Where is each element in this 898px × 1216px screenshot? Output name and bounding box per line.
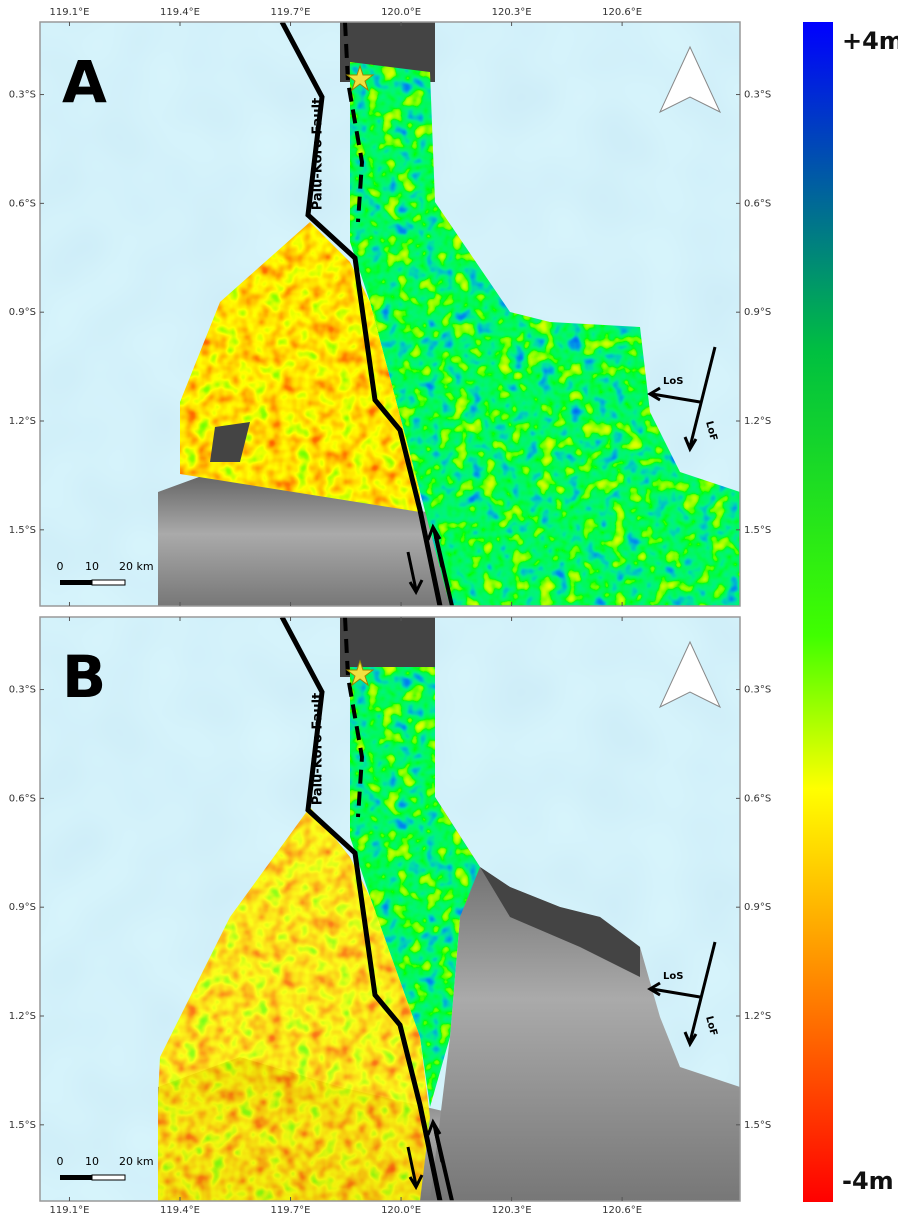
epicenter-star (345, 64, 375, 92)
y-tick-label: 0.3°S (9, 685, 36, 696)
x-tick-label: 120.6°E (602, 7, 642, 18)
scale-bar (60, 580, 92, 585)
fault-line (343, 22, 365, 223)
x-tick-label: 120.0°E (381, 1205, 421, 1216)
x-tick-label: 120.3°E (492, 7, 532, 18)
lof-arrow (683, 941, 717, 1048)
panel-frame (39, 616, 741, 1202)
north-arrow (658, 45, 722, 114)
y-tick-label: 1.5°S (744, 1120, 771, 1131)
los-arrow (647, 981, 701, 999)
scale-bar (91, 579, 126, 586)
y-tick-label: 0.6°S (9, 793, 36, 804)
y-tick-label: 0.9°S (744, 902, 771, 913)
y-tick-label: 1.5°S (9, 525, 36, 536)
y-tick-label: 1.2°S (744, 1011, 771, 1022)
motion-arrow (426, 1118, 444, 1163)
land (340, 617, 435, 677)
lof-label: LoF (703, 420, 719, 442)
motion-arrow (406, 551, 424, 596)
y-tick-label: 1.2°S (744, 416, 771, 427)
y-tick-label: 1.2°S (9, 416, 36, 427)
colorbar (803, 22, 833, 1202)
scale-label: 0 (57, 1155, 64, 1168)
land (480, 867, 640, 977)
scale-label: 0 (57, 560, 64, 573)
y-tick-label: 0.9°S (9, 307, 36, 318)
fault-label: Palu-Koro Fault (311, 98, 326, 211)
scale-label: 20 km (119, 560, 154, 573)
fault-label: Palu-Koro Fault (311, 693, 326, 806)
y-tick-label: 0.3°S (9, 90, 36, 101)
y-tick-label: 0.3°S (744, 90, 771, 101)
y-tick-label: 0.6°S (744, 793, 771, 804)
map: Palu-Koro Fault A LoS LoF 0 10 20 km (40, 22, 740, 606)
x-tick-label: 119.7°E (271, 7, 311, 18)
lof-arrow (683, 346, 717, 453)
map-panel: Palu-Koro Fault A LoS LoF 0 10 20 km 0.3°S 0.3°S… (9, 7, 771, 607)
y-tick-label: 1.2°S (9, 1011, 36, 1022)
fault-line (279, 22, 443, 606)
panel-label: B (62, 643, 106, 711)
panel-label: A (62, 48, 107, 116)
colorbar-max: +4m (842, 27, 898, 55)
scale-label: 10 (85, 560, 99, 573)
x-tick-label: 119.7°E (271, 1205, 311, 1216)
scale-bar (91, 1174, 126, 1181)
y-tick-label: 1.5°S (9, 1120, 36, 1131)
scale-label: 10 (85, 1155, 99, 1168)
x-tick-label: 119.4°E (160, 7, 200, 18)
fault-line (279, 617, 443, 1201)
panel-frame (39, 21, 741, 607)
y-tick-label: 1.5°S (744, 525, 771, 536)
land (158, 462, 460, 606)
land (210, 422, 250, 462)
y-tick-label: 0.3°S (744, 685, 771, 696)
map: Palu-Koro Fault B LoS LoF 0 10 20 km (40, 617, 740, 1201)
x-tick-label: 120.0°E (381, 7, 421, 18)
lof-label: LoF (703, 1015, 719, 1037)
y-tick-label: 0.6°S (744, 198, 771, 209)
los-arrow (647, 386, 701, 404)
los-label: LoS (663, 376, 683, 387)
colorbar-min: -4m (842, 1167, 894, 1195)
x-tick-label: 119.4°E (160, 1205, 200, 1216)
north-arrow (658, 640, 722, 709)
epicenter-star (345, 659, 375, 687)
motion-arrow (426, 523, 444, 568)
x-tick-label: 120.6°E (602, 1205, 642, 1216)
scale-label: 20 km (119, 1155, 154, 1168)
x-tick-label: 119.1°E (49, 7, 89, 18)
x-tick-label: 119.1°E (49, 1205, 89, 1216)
y-tick-label: 0.9°S (9, 902, 36, 913)
y-tick-label: 0.9°S (744, 307, 771, 318)
fault-line (343, 617, 365, 818)
x-tick-label: 120.3°E (492, 1205, 532, 1216)
los-label: LoS (663, 971, 683, 982)
y-tick-label: 0.6°S (9, 198, 36, 209)
motion-arrow (406, 1146, 424, 1191)
scale-bar (60, 1175, 92, 1180)
map-panel: Palu-Koro Fault B LoS LoF 0 10 20 km 0.3°S 0.3°S… (9, 616, 771, 1216)
